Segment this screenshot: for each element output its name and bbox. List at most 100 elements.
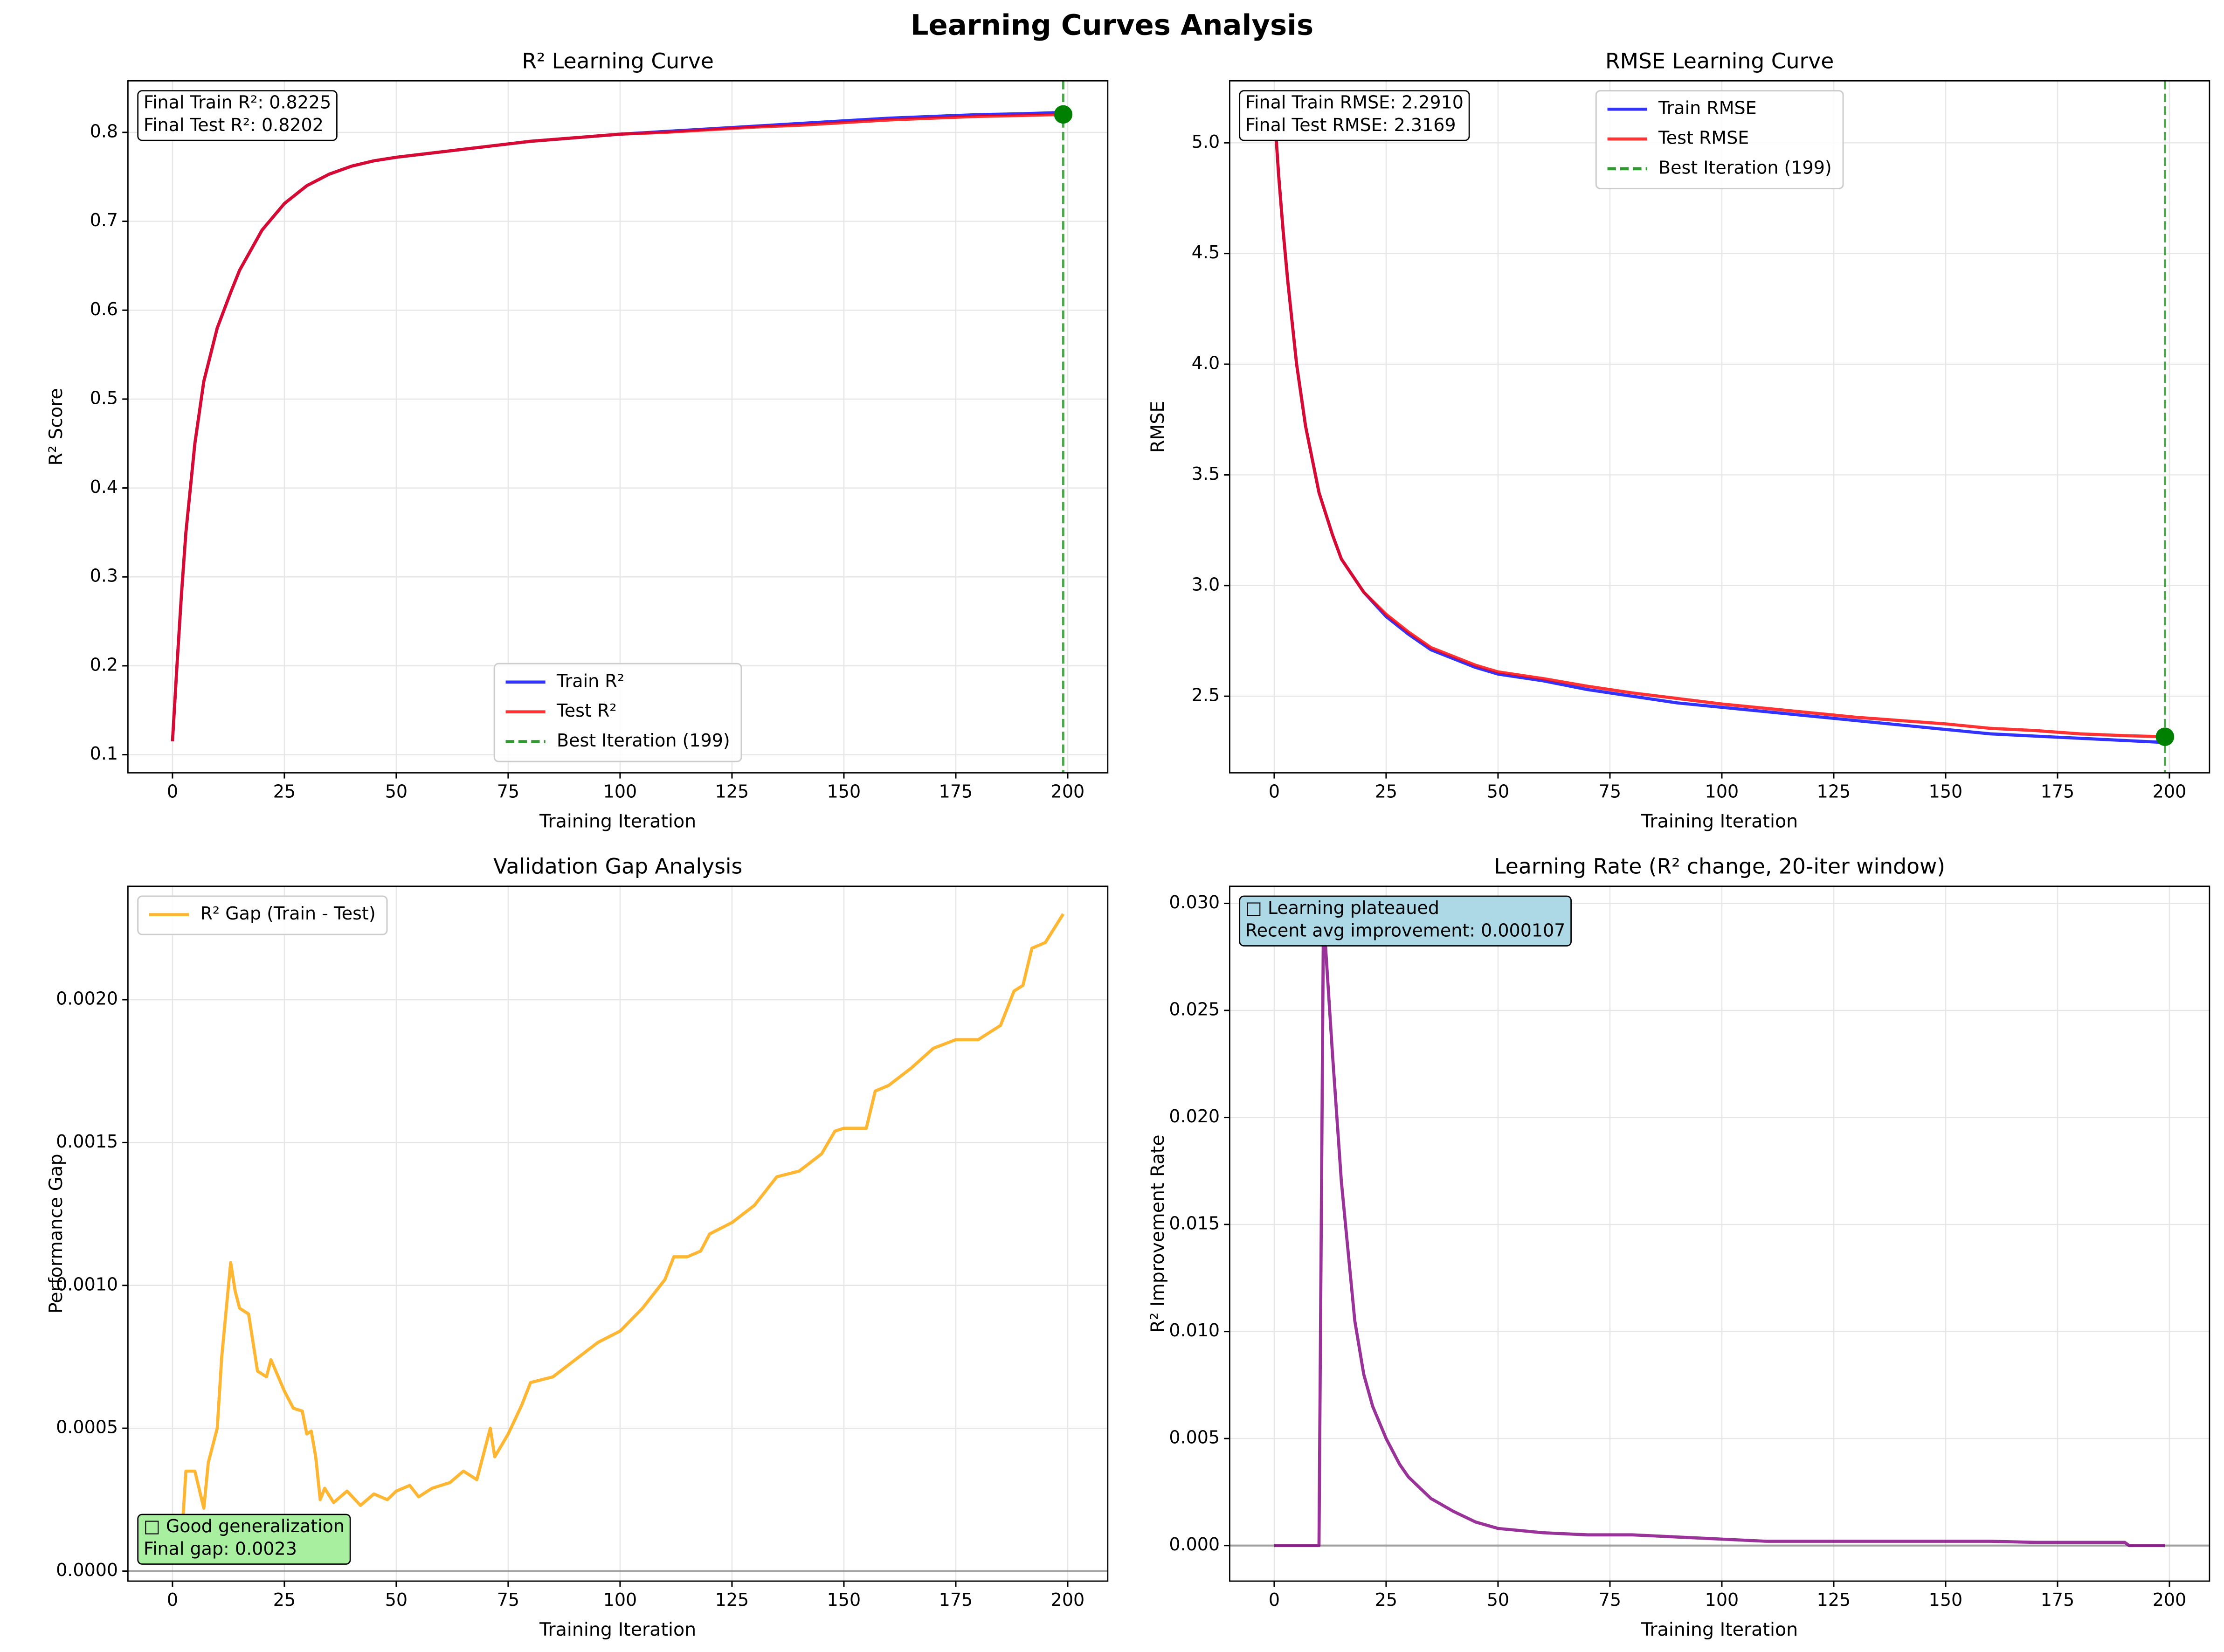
y-tick-label: 0.015 — [1169, 1213, 1220, 1234]
legend-box — [1595, 90, 1844, 190]
x-tick-label: 175 — [939, 781, 973, 802]
x-tick-label: 100 — [603, 1590, 637, 1610]
x-tick-label: 75 — [497, 1590, 519, 1610]
series-line — [1274, 912, 2165, 1548]
x-tick-label: 0 — [1269, 781, 1280, 802]
axes-frame — [127, 80, 1109, 774]
legend: R² Gap (Train - Test) — [137, 895, 388, 935]
x-tick-label: 150 — [827, 1590, 861, 1610]
y-tick-label: 4.0 — [1192, 353, 1220, 373]
figure-title: Learning Curves Analysis — [911, 9, 1313, 41]
y-axis-label: RMSE — [1147, 401, 1168, 453]
annotation: □ Good generalization Final gap: 0.0023 — [137, 1514, 351, 1565]
annotation-text: Final Train RMSE: 2.2910 — [1245, 92, 1464, 113]
x-tick-label: 125 — [715, 781, 749, 802]
series-line — [171, 113, 1064, 742]
annotation-text: Final Test RMSE: 2.3169 — [1245, 115, 1456, 135]
x-tick-label: 50 — [1487, 1590, 1509, 1610]
subplot-title: Validation Gap Analysis — [493, 854, 742, 879]
y-tick-label: 0.7 — [90, 210, 118, 230]
x-tick-label: 100 — [1705, 1590, 1739, 1610]
axes-frame — [127, 885, 1109, 1582]
legend-label: Train RMSE — [1658, 98, 1757, 118]
legend-label: Test RMSE — [1658, 128, 1749, 148]
x-tick-label: 50 — [385, 1590, 408, 1610]
y-tick-label: 0.4 — [90, 477, 118, 497]
annotation-text: Final Train R²: 0.8225 — [144, 92, 331, 113]
legend: Train R² Test R² Best Iteration (199) — [493, 663, 742, 762]
y-tick-label: 3.0 — [1192, 574, 1220, 594]
x-tick-label: 150 — [1929, 781, 1963, 802]
y-tick-label: 0.0010 — [56, 1274, 118, 1294]
x-tick-label: 125 — [1817, 781, 1851, 802]
y-tick-label: 0.3 — [90, 566, 118, 586]
x-tick-label: 200 — [1051, 781, 1085, 802]
y-tick-label: 0.0015 — [56, 1131, 118, 1152]
x-tick-label: 175 — [939, 1590, 973, 1610]
x-tick-label: 75 — [1599, 1590, 1621, 1610]
y-tick-label: 0.0000 — [56, 1560, 118, 1580]
x-tick-label: 200 — [1051, 1590, 1085, 1610]
y-tick-label: 4.5 — [1192, 242, 1220, 263]
x-tick-label: 50 — [385, 781, 408, 802]
x-tick-label: 25 — [1375, 1590, 1397, 1610]
subplot-title: RMSE Learning Curve — [1605, 48, 1834, 73]
annotation-box — [1239, 895, 1572, 947]
x-tick-label: 0 — [167, 781, 178, 802]
annotation-box — [1239, 90, 1470, 141]
x-axis-label: Training Iteration — [1641, 1619, 1798, 1640]
series-line — [171, 111, 1064, 742]
y-tick-label: 3.5 — [1192, 463, 1220, 484]
axes-frame — [1229, 80, 2210, 774]
y-tick-label: 0.025 — [1169, 999, 1220, 1020]
subplot-title: R² Learning Curve — [522, 48, 714, 73]
y-tick-label: 0.0020 — [56, 988, 118, 1009]
x-tick-label: 100 — [1705, 781, 1739, 802]
y-tick-label: 2.5 — [1192, 685, 1220, 705]
legend: Train RMSE Test RMSE Best Iteration (199) — [1595, 90, 1844, 190]
annotation-text: Final gap: 0.0023 — [144, 1539, 297, 1559]
y-tick-label: 0.5 — [90, 387, 118, 408]
y-tick-label: 0.010 — [1169, 1320, 1220, 1341]
x-axis-label: Training Iteration — [539, 1619, 696, 1640]
legend-label: Test R² — [556, 700, 617, 721]
x-tick-label: 50 — [1487, 781, 1509, 802]
x-tick-label: 125 — [1817, 1590, 1851, 1610]
x-tick-label: 175 — [2041, 781, 2075, 802]
y-axis-label: Performance Gap — [45, 1154, 67, 1313]
x-tick-label: 100 — [603, 781, 637, 802]
y-tick-label: 0.000 — [1169, 1534, 1220, 1555]
y-tick-label: 0.2 — [90, 654, 118, 675]
legend-box — [137, 895, 388, 935]
best-point — [1054, 105, 1073, 124]
x-tick-label: 25 — [1375, 781, 1397, 802]
annotation-text: Recent avg improvement: 0.000107 — [1245, 920, 1566, 941]
y-axis-label: R² Improvement Rate — [1147, 1134, 1168, 1333]
y-tick-label: 0.030 — [1169, 892, 1220, 912]
series-line — [1272, 109, 2165, 744]
y-tick-label: 0.005 — [1169, 1427, 1220, 1448]
x-axis-label: Training Iteration — [1641, 810, 1798, 832]
best-point — [2155, 727, 2175, 746]
x-tick-label: 175 — [2041, 1590, 2075, 1610]
x-tick-label: 25 — [273, 1590, 296, 1610]
annotation-text: □ Good generalization — [144, 1516, 345, 1536]
y-tick-label: 5.0 — [1192, 131, 1220, 152]
y-tick-label: 0.1 — [90, 743, 118, 764]
legend-label: R² Gap (Train - Test) — [200, 903, 376, 924]
x-tick-label: 150 — [827, 781, 861, 802]
series-line — [1272, 109, 2165, 739]
annotation-box — [137, 90, 338, 141]
legend-box — [493, 663, 742, 762]
legend-label: Best Iteration (199) — [1658, 157, 1832, 178]
x-tick-label: 200 — [2153, 1590, 2187, 1610]
x-tick-label: 75 — [497, 781, 519, 802]
x-tick-label: 0 — [167, 1590, 178, 1610]
axes-frame — [1229, 885, 2210, 1582]
annotation-text: □ Learning plateaued — [1245, 898, 1439, 918]
legend-label: Best Iteration (199) — [557, 730, 730, 751]
x-tick-label: 200 — [2153, 781, 2187, 802]
